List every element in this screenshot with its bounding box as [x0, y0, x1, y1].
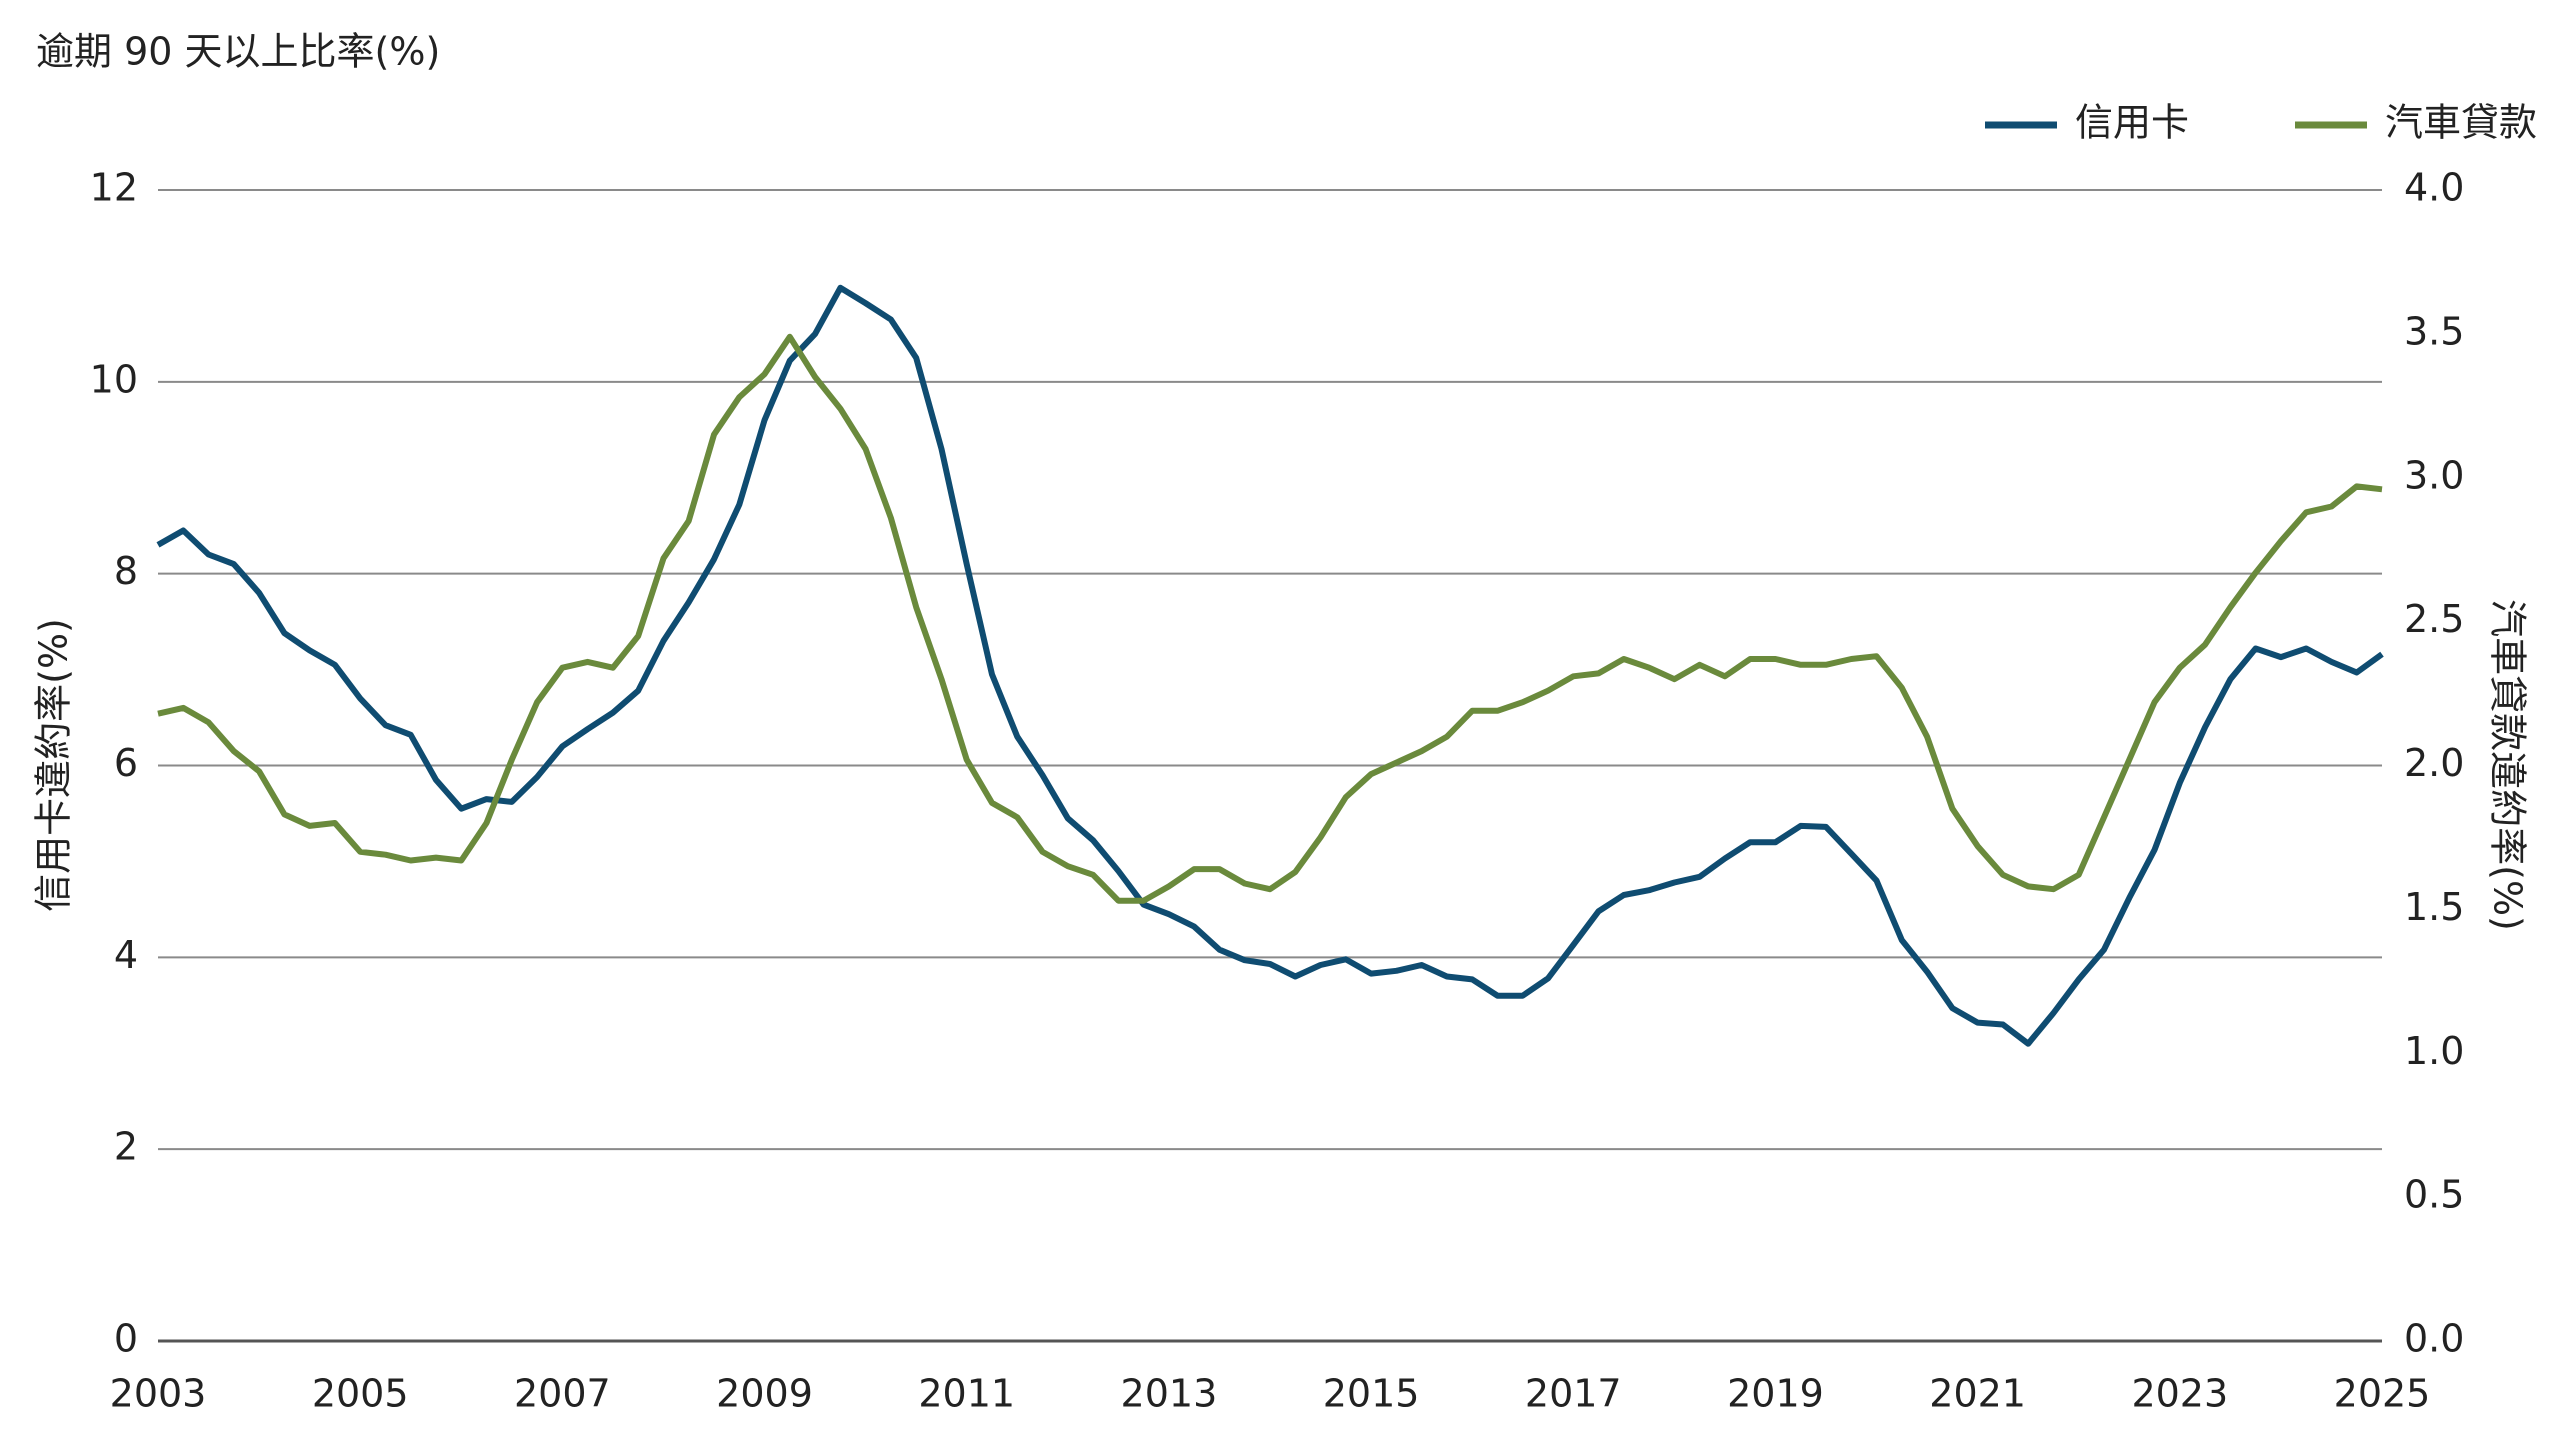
x-tick-label: 2025 [2334, 1372, 2431, 1416]
y-tick-label: 12 [90, 166, 138, 210]
y2-tick-label: 4.0 [2404, 166, 2464, 210]
x-tick-label: 2005 [312, 1372, 409, 1416]
x-tick-label: 2015 [1323, 1372, 1420, 1416]
x-tick-label: 2007 [514, 1372, 611, 1416]
y-tick-label: 10 [90, 357, 138, 401]
series-line [156, 284, 2384, 1047]
y-tick-label: 2 [114, 1125, 138, 1169]
x-tick-label: 2003 [110, 1372, 207, 1416]
y2-tick-label: 0.0 [2404, 1317, 2464, 1361]
y-tick-label: 0 [114, 1317, 138, 1361]
x-tick-label: 2013 [1121, 1372, 1218, 1416]
y2-axis-label: 汽車貸款違約率(%) [2486, 599, 2530, 931]
series-line [157, 333, 2383, 904]
x-tick-label: 2011 [918, 1372, 1015, 1416]
y2-tick-label: 3.5 [2404, 309, 2464, 353]
y2-tick-label: 1.5 [2404, 885, 2464, 929]
legend-label: 信用卡 [2075, 101, 2189, 145]
x-tick-label: 2009 [716, 1372, 813, 1416]
x-tick-label: 2019 [1727, 1372, 1824, 1416]
y2-tick-label: 2.5 [2404, 597, 2464, 641]
chart-title: 逾期 90 天以上比率(%) [36, 30, 440, 74]
y-tick-label: 6 [114, 741, 138, 785]
y-tick-label: 4 [114, 933, 138, 977]
legend-label: 汽車貸款 [2385, 101, 2537, 145]
y-axis-label: 信用卡違約率(%) [32, 618, 76, 912]
y2-tick-label: 2.0 [2404, 741, 2464, 785]
x-tick-label: 2023 [2131, 1372, 2228, 1416]
y2-tick-label: 0.5 [2404, 1173, 2464, 1217]
y2-tick-label: 3.0 [2404, 453, 2464, 497]
y2-tick-label: 1.0 [2404, 1029, 2464, 1073]
x-tick-label: 2017 [1525, 1372, 1622, 1416]
x-tick-label: 2021 [1929, 1372, 2026, 1416]
y-tick-label: 8 [114, 549, 138, 593]
